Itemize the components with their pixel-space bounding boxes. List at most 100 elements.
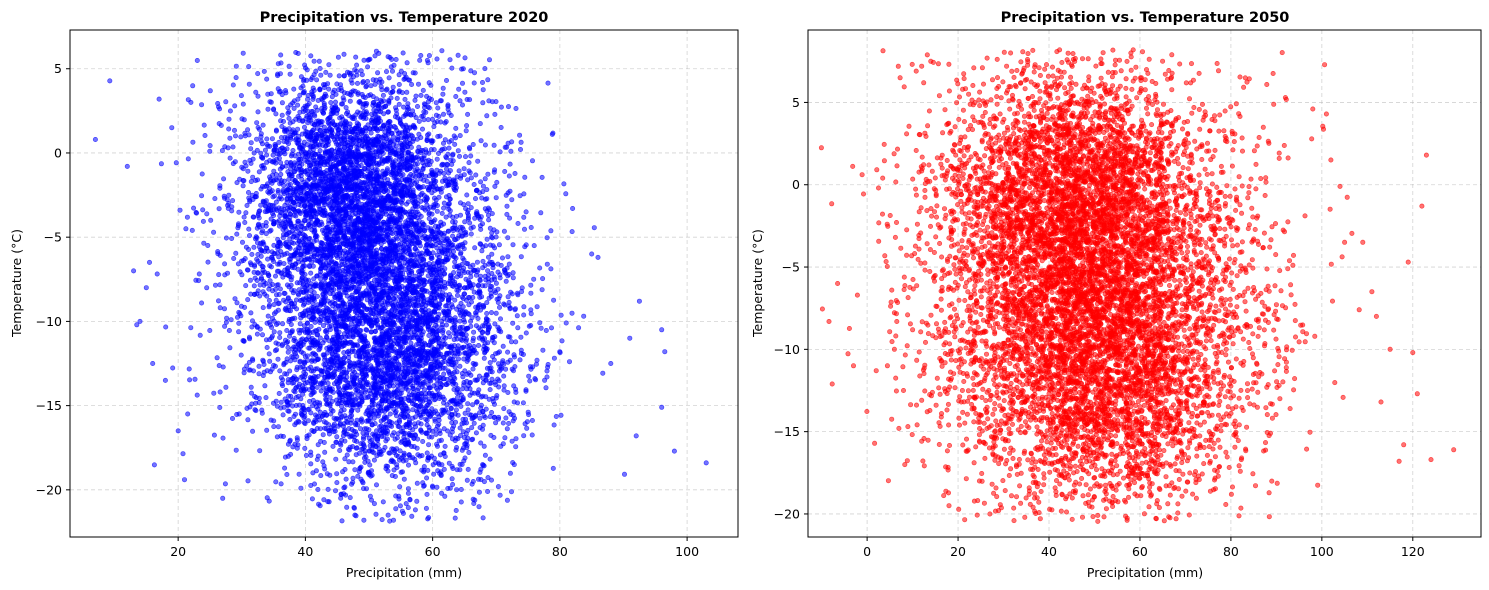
scatter-point bbox=[238, 93, 244, 99]
scatter-point bbox=[246, 190, 252, 196]
scatter-point bbox=[344, 504, 350, 510]
scatter-point bbox=[405, 462, 411, 468]
scatter-point bbox=[464, 477, 470, 483]
scatter-point bbox=[453, 447, 459, 453]
scatter-point bbox=[482, 452, 488, 458]
scatter-point bbox=[523, 387, 529, 393]
scatter-point bbox=[506, 420, 512, 426]
scatter-point bbox=[454, 390, 460, 396]
scatter-point bbox=[414, 179, 420, 185]
scatter-point bbox=[445, 368, 451, 374]
scatter-point bbox=[264, 152, 270, 158]
scatter-point bbox=[510, 412, 516, 418]
scatter-point bbox=[392, 158, 398, 164]
scatter-point bbox=[403, 457, 409, 463]
scatter-point bbox=[477, 121, 483, 127]
scatter-point bbox=[353, 422, 359, 428]
scatter-point bbox=[431, 471, 437, 477]
scatter-point bbox=[461, 458, 467, 464]
scatter-point bbox=[409, 513, 415, 519]
scatter-point bbox=[230, 144, 236, 150]
scatter-point bbox=[538, 325, 544, 331]
scatter-point bbox=[407, 77, 413, 83]
scatter-point bbox=[283, 163, 289, 169]
scatter-point bbox=[507, 305, 513, 311]
scatter-point bbox=[291, 86, 297, 92]
scatter-point bbox=[508, 489, 514, 495]
scatter-point bbox=[337, 447, 343, 453]
scatter-point bbox=[254, 331, 260, 337]
scatter-point bbox=[448, 406, 454, 412]
scatter-point bbox=[379, 87, 385, 93]
scatter-point bbox=[394, 465, 400, 471]
scatter-point bbox=[485, 488, 491, 494]
scatter-point bbox=[400, 50, 406, 56]
scatter-point bbox=[543, 385, 549, 391]
scatter-point bbox=[399, 469, 405, 475]
scatter-point bbox=[207, 148, 213, 154]
scatter-point bbox=[243, 210, 249, 216]
scatter-point bbox=[315, 486, 321, 492]
scatter-point bbox=[389, 162, 395, 168]
scatter-point bbox=[312, 412, 318, 418]
scatter-point bbox=[441, 205, 447, 211]
scatter-point bbox=[414, 161, 420, 167]
scatter-point bbox=[464, 445, 470, 451]
scatter-point bbox=[405, 490, 411, 496]
scatter-point bbox=[513, 389, 519, 395]
scatter-point bbox=[217, 305, 223, 311]
scatter-point bbox=[453, 507, 459, 513]
scatter-point bbox=[576, 325, 582, 331]
scatter-point bbox=[233, 133, 239, 139]
scatter-point bbox=[234, 300, 240, 306]
scatter-point bbox=[431, 195, 437, 201]
scatter-point bbox=[424, 178, 430, 184]
scatter-point bbox=[463, 128, 469, 134]
scatter-point bbox=[432, 223, 438, 229]
scatter-point bbox=[454, 487, 460, 493]
scatter-point bbox=[452, 419, 458, 425]
scatter-point bbox=[393, 230, 399, 236]
scatter-point bbox=[351, 363, 357, 369]
scatter-point bbox=[259, 332, 265, 338]
scatter-point bbox=[428, 138, 434, 144]
scatter-point bbox=[401, 476, 407, 482]
scatter-point bbox=[455, 385, 461, 391]
scatter-point bbox=[487, 360, 493, 366]
scatter-point bbox=[458, 331, 464, 337]
scatter-point bbox=[340, 95, 346, 101]
scatter-point bbox=[348, 321, 354, 327]
scatter-point bbox=[378, 241, 384, 247]
scatter-point bbox=[259, 141, 265, 147]
scatter-point bbox=[470, 142, 476, 148]
scatter-point bbox=[253, 191, 259, 197]
scatter-point bbox=[418, 52, 424, 58]
scatter-point bbox=[505, 389, 511, 395]
scatter-point bbox=[440, 140, 446, 146]
scatter-point bbox=[263, 395, 269, 401]
scatter-point bbox=[223, 235, 229, 241]
scatter-point bbox=[264, 427, 270, 433]
scatter-point bbox=[364, 79, 370, 85]
scatter-point bbox=[358, 68, 364, 74]
scatter-point bbox=[272, 273, 278, 279]
scatter-point bbox=[529, 432, 535, 438]
scatter-point bbox=[391, 124, 397, 130]
scatter-point bbox=[257, 448, 263, 454]
scatter-point bbox=[315, 442, 321, 448]
scatter-point bbox=[450, 481, 456, 487]
scatter-point bbox=[279, 112, 285, 118]
scatter-point bbox=[434, 484, 440, 490]
scatter-point bbox=[285, 453, 291, 459]
scatter-point bbox=[493, 382, 499, 388]
scatter-point bbox=[266, 297, 272, 303]
scatter-point bbox=[301, 139, 307, 145]
scatter-point bbox=[493, 420, 499, 426]
scatter-point bbox=[450, 381, 456, 387]
scatter-point bbox=[497, 316, 503, 322]
scatter-point bbox=[507, 470, 513, 476]
scatter-point bbox=[394, 95, 400, 101]
scatter-point bbox=[442, 443, 448, 449]
scatter-point bbox=[355, 407, 361, 413]
scatter-point bbox=[512, 171, 518, 177]
